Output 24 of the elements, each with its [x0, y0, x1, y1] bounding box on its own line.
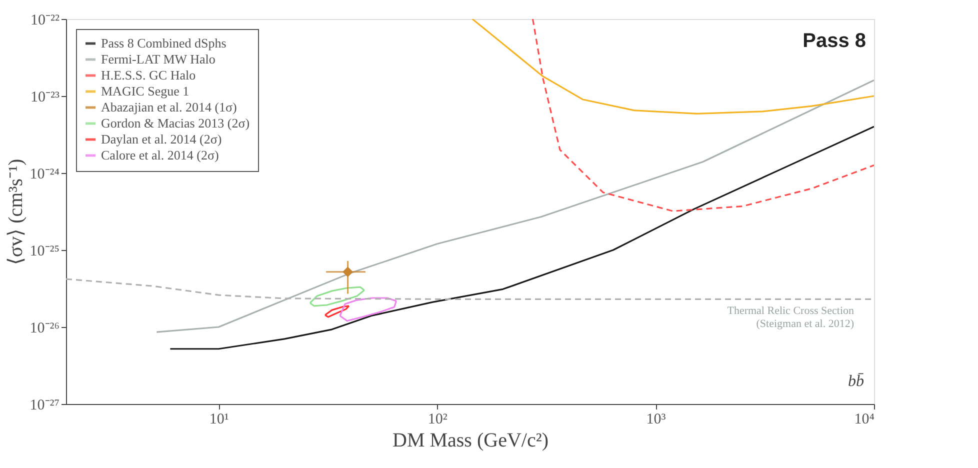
y-tick-label: 10⁻²⁷ — [30, 398, 60, 414]
legend-label: Abazajian et al. 2014 (1σ) — [101, 100, 237, 114]
y-axis-title: ⟨σv⟩ (cm³s⁻¹) — [4, 158, 27, 266]
annotation: (Steigman et al. 2012) — [756, 318, 854, 330]
y-tick-label: 10⁻²⁵ — [30, 244, 60, 260]
x-tick-label: 10⁴ — [854, 412, 874, 428]
x-tick-label: 10¹ — [209, 412, 229, 428]
annotation: Pass 8 — [802, 30, 866, 52]
legend-label: Fermi-LAT MW Halo — [101, 52, 216, 66]
legend-label: Gordon & Macias 2013 (2σ) — [101, 116, 250, 130]
annotation: bb̄ — [848, 373, 864, 390]
legend-label: Calore et al. 2014 (2σ) — [101, 148, 219, 162]
legend-label: Pass 8 Combined dSphs — [101, 36, 226, 50]
y-tick-label: 10⁻²² — [30, 12, 60, 28]
y-tick-label: 10⁻²⁴ — [30, 166, 60, 182]
annotation: Thermal Relic Cross Section — [727, 305, 854, 317]
y-tick-label: 10⁻²⁶ — [30, 320, 60, 336]
legend-label: H.E.S.S. GC Halo — [101, 68, 196, 82]
x-axis-title: DM Mass (GeV/c²) — [392, 430, 548, 452]
legend-label: Daylan et al. 2014 (2σ) — [101, 132, 222, 146]
x-tick-label: 10³ — [646, 412, 666, 428]
x-tick-label: 10² — [428, 412, 448, 428]
legend-label: MAGIC Segue 1 — [101, 84, 190, 98]
y-tick-label: 10⁻²³ — [30, 90, 60, 106]
